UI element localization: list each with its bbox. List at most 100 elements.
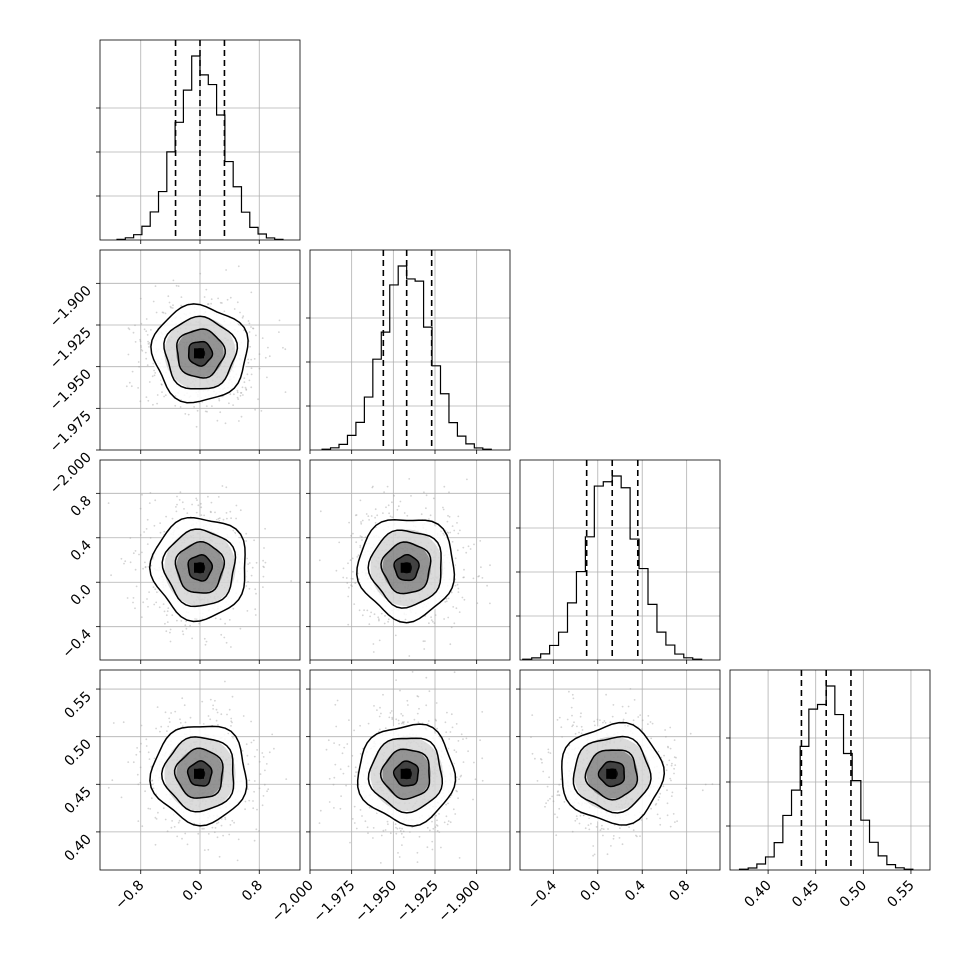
sample-point — [139, 297, 142, 300]
sample-point — [601, 824, 603, 827]
sample-point — [372, 485, 374, 488]
sample-point — [477, 575, 480, 578]
sample-point — [451, 525, 454, 527]
sample-point — [181, 837, 183, 840]
sample-point — [571, 725, 573, 728]
sample-point — [239, 311, 241, 314]
sample-point — [353, 805, 356, 808]
sample-point — [472, 577, 475, 580]
sample-point — [248, 331, 251, 333]
sample-point — [245, 540, 248, 542]
sample-point — [253, 755, 256, 758]
sample-point — [384, 615, 386, 617]
sample-point — [579, 715, 582, 718]
sample-point — [134, 324, 136, 327]
sample-point — [668, 759, 671, 762]
sample-point — [458, 857, 461, 859]
sample-point — [211, 826, 214, 829]
sample-point — [394, 634, 397, 637]
sample-point — [163, 530, 166, 533]
sample-point — [111, 779, 114, 782]
sample-point — [633, 699, 636, 701]
sample-point — [444, 721, 447, 724]
sample-point — [261, 752, 264, 754]
sample-point — [199, 272, 202, 275]
sample-point — [156, 706, 159, 708]
sample-point — [246, 610, 249, 612]
sample-point — [249, 345, 252, 348]
sample-point — [659, 792, 662, 795]
sample-point — [658, 796, 661, 798]
sample-point — [163, 610, 166, 613]
sample-point — [386, 485, 389, 488]
sample-point — [354, 775, 356, 777]
sample-point — [250, 386, 253, 389]
sample-point — [127, 761, 130, 763]
sample-point — [404, 618, 407, 621]
sample-point — [231, 721, 233, 724]
density-peak — [606, 768, 617, 779]
sample-point — [263, 783, 266, 786]
sample-point — [368, 806, 371, 809]
sample-point — [178, 819, 181, 822]
sample-point — [361, 519, 364, 522]
sample-point — [665, 735, 667, 738]
sample-point — [150, 329, 152, 331]
sample-point — [369, 615, 371, 618]
x-tick-label: 0.0 — [578, 878, 605, 905]
sample-point — [478, 575, 480, 577]
sample-point — [107, 502, 110, 504]
histogram-step-line — [522, 475, 703, 660]
sample-point — [179, 491, 182, 494]
sample-point — [386, 820, 389, 823]
sample-point — [371, 486, 374, 489]
sample-point — [147, 343, 150, 345]
sample-point — [469, 548, 472, 550]
sample-point — [250, 373, 253, 376]
sample-point — [154, 372, 157, 374]
sample-point — [378, 618, 380, 621]
sample-point — [228, 619, 231, 621]
sample-point — [198, 401, 201, 404]
panel-frame — [729, 669, 931, 871]
sample-point — [159, 531, 162, 534]
sample-point — [473, 543, 475, 546]
sample-point — [453, 529, 456, 532]
sample-point — [247, 361, 250, 364]
sample-point — [250, 720, 253, 723]
sample-point — [352, 578, 354, 580]
sample-point — [576, 818, 578, 820]
sample-point — [258, 353, 261, 355]
sample-point — [207, 303, 210, 305]
sample-point — [416, 851, 419, 854]
sample-point — [181, 725, 184, 728]
sample-point — [137, 783, 140, 786]
sample-point — [228, 833, 231, 836]
sample-point — [376, 514, 379, 517]
sample-point — [666, 814, 669, 817]
sample-point — [144, 566, 147, 568]
sample-point — [444, 601, 447, 603]
sample-point — [489, 602, 491, 605]
sample-point — [201, 827, 204, 830]
sample-point — [343, 746, 346, 749]
sample-point — [645, 817, 648, 820]
sample-point — [547, 799, 549, 802]
sample-point — [366, 826, 369, 829]
sample-point — [229, 510, 232, 513]
sample-point — [171, 820, 174, 822]
sample-point — [663, 754, 665, 757]
sample-point — [258, 760, 261, 763]
sample-point — [388, 716, 391, 719]
sample-point — [156, 394, 159, 396]
sample-point — [212, 704, 215, 707]
sample-point — [148, 502, 151, 504]
sample-point — [265, 763, 268, 765]
sample-point — [167, 607, 170, 609]
sample-point — [219, 301, 222, 304]
sample-point — [429, 514, 432, 517]
sample-point — [162, 807, 165, 810]
sample-point — [348, 586, 350, 589]
x-tick-label: 0.8 — [666, 878, 693, 905]
sample-point — [210, 302, 213, 305]
